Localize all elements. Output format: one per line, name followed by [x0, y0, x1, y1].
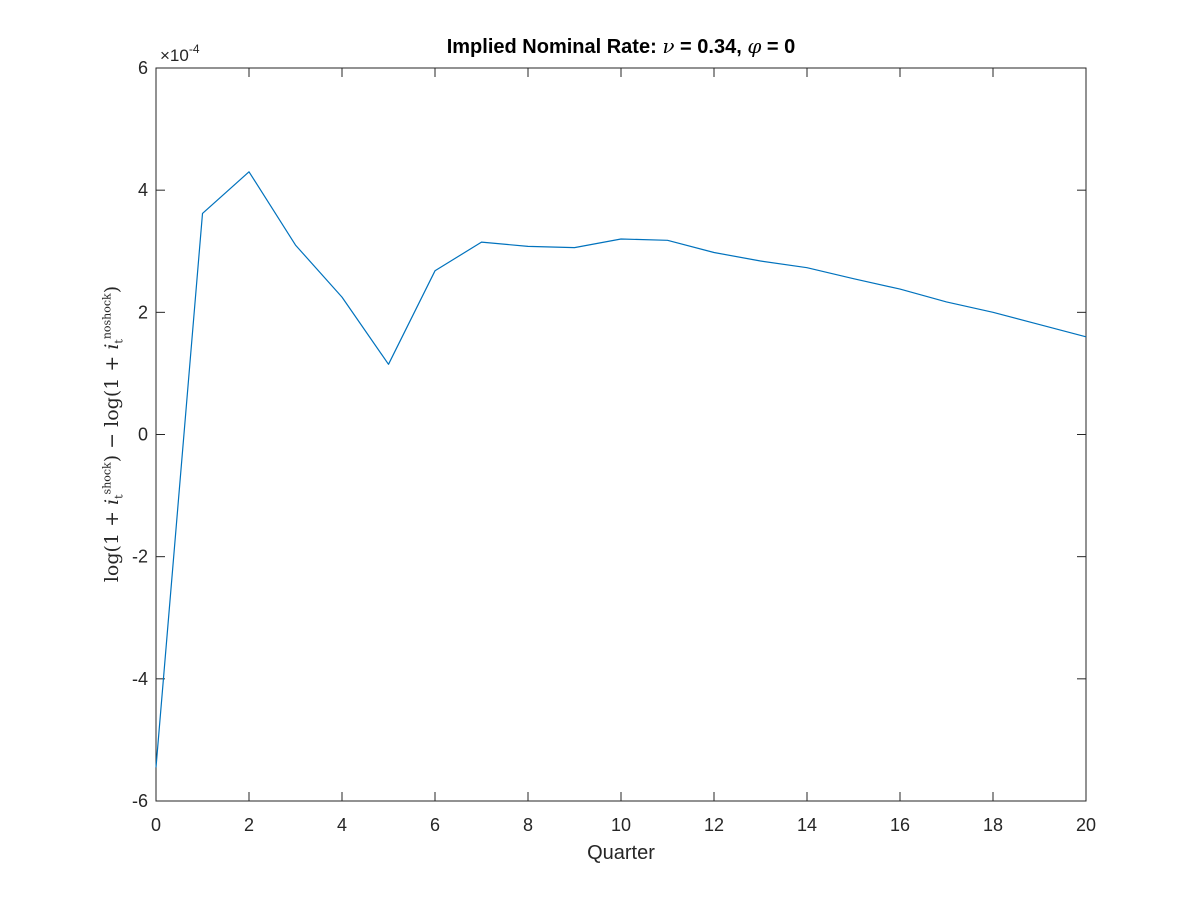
x-tick-label: 0: [151, 815, 161, 835]
y-axis-exponent: ×10-4: [160, 42, 200, 65]
y-tick-label: 0: [138, 425, 148, 445]
y-tick-label: 4: [138, 180, 148, 200]
x-tick-label: 6: [430, 815, 440, 835]
y-tick-label: -6: [132, 791, 148, 811]
y-tick-label: 6: [138, 58, 148, 78]
x-tick-label: 20: [1076, 815, 1096, 835]
x-tick-label: 14: [797, 815, 817, 835]
chart-title: Implied Nominal Rate: ν = 0.34, φ = 0: [446, 34, 796, 58]
series-line: [155, 171, 1087, 768]
x-tick-label: 10: [611, 815, 631, 835]
x-tick-label: 18: [983, 815, 1003, 835]
x-axis-label: Quarter: [587, 842, 655, 864]
y-tick-label: 2: [138, 302, 148, 322]
x-tick-label: 12: [704, 815, 724, 835]
x-tick-label: 16: [890, 815, 910, 835]
y-tick-label: -2: [132, 547, 148, 567]
axes-box: [155, 67, 1087, 802]
x-tick-label: 4: [337, 815, 347, 835]
x-tick-label: 8: [523, 815, 533, 835]
x-tick-label: 2: [244, 815, 254, 835]
y-tick-label: -4: [132, 669, 148, 689]
title-symbol-phi: φ: [747, 34, 762, 58]
y-axis-label: log(1 + itshock) − log(1 + itnoshock): [100, 285, 126, 583]
title-symbol-nu: ν: [662, 34, 675, 58]
